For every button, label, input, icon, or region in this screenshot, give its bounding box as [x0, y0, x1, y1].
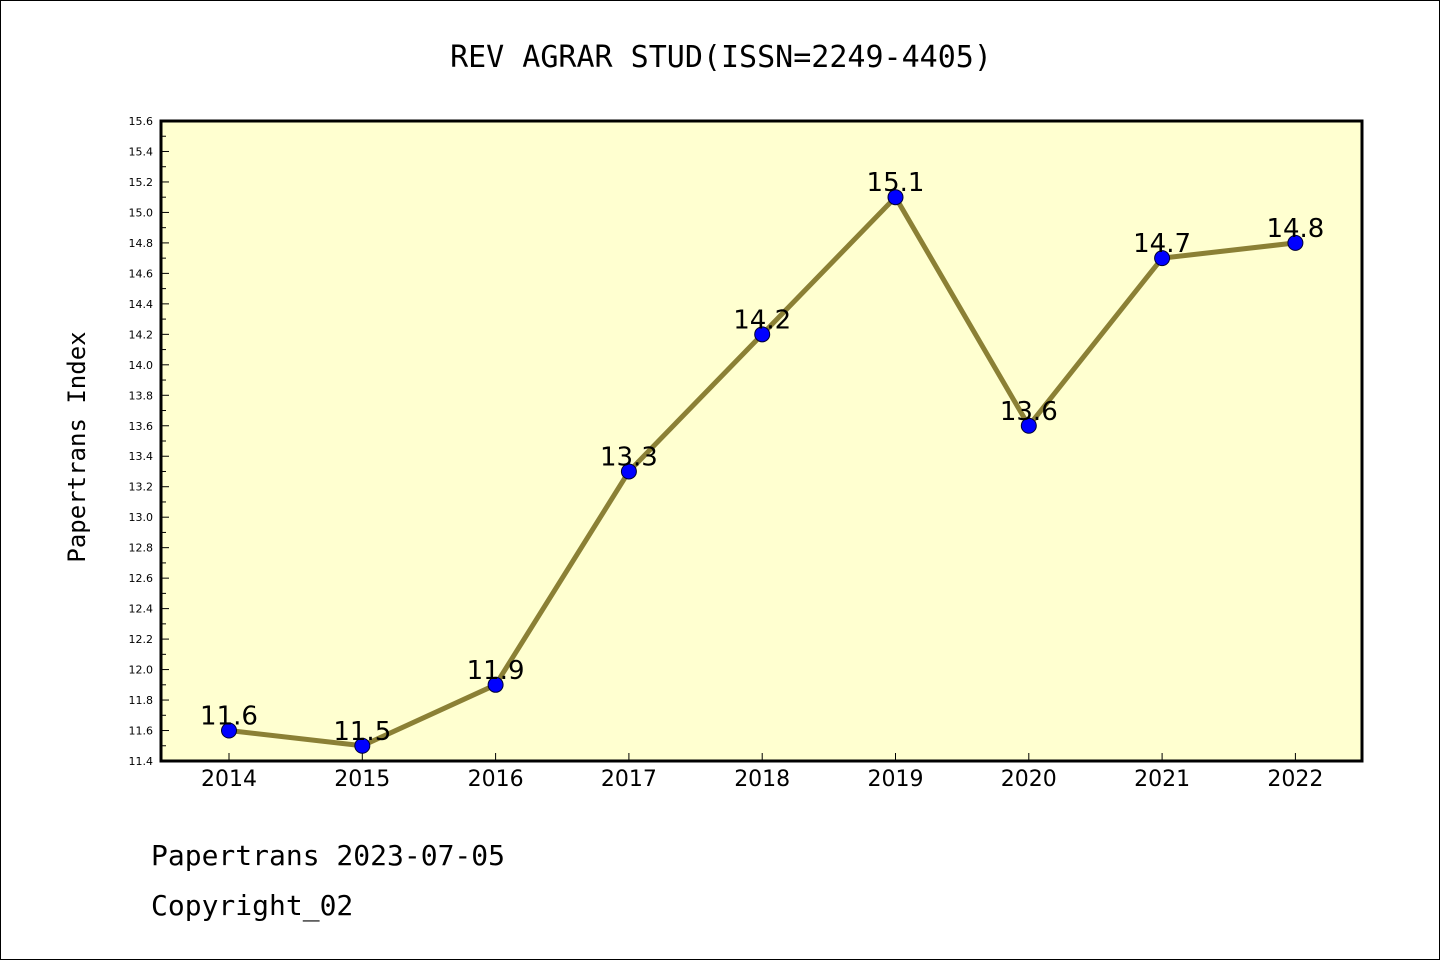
data-point: [487, 676, 504, 693]
data-label: 14.2: [733, 305, 791, 335]
data-label: 11.9: [467, 656, 525, 686]
chart-title: REV AGRAR STUD(ISSN=2249-4405): [450, 40, 992, 75]
data-label: 14.8: [1266, 214, 1324, 244]
y-tick-label: 11.4: [129, 755, 154, 768]
y-tick-label: 13.8: [129, 389, 154, 402]
y-tick-label: 12.6: [129, 572, 154, 585]
data-label: 14.7: [1133, 229, 1191, 259]
data-point: [754, 326, 771, 343]
y-tick-label: 12.2: [129, 633, 154, 646]
x-tick-label: 2018: [734, 767, 790, 792]
data-point: [1154, 250, 1171, 267]
data-point: [1287, 234, 1304, 251]
y-tick-label: 14.8: [129, 237, 154, 250]
x-tick-label: 2017: [601, 767, 657, 792]
data-label: 15.1: [867, 168, 925, 198]
x-tick-label: 2021: [1134, 767, 1190, 792]
data-point: [1020, 417, 1037, 434]
data-label: 13.3: [600, 442, 658, 472]
x-tick-label: 2019: [868, 767, 924, 792]
x-tick-label: 2020: [1001, 767, 1057, 792]
y-tick-label: 12.0: [129, 664, 154, 677]
y-tick-label: 13.0: [129, 511, 154, 524]
y-tick-label: 14.0: [129, 359, 154, 372]
x-tick-label: 2016: [468, 767, 524, 792]
y-tick-label: 15.6: [129, 115, 154, 128]
data-label: 11.6: [200, 702, 258, 732]
data-point: [887, 189, 904, 206]
y-tick-label: 12.4: [129, 603, 154, 616]
x-axis: 2014 2015 2016 2017 2018 2019 2020 2021 2022: [201, 753, 1323, 792]
footer-date: Papertrans 2023-07-05: [151, 839, 505, 872]
data-point: [354, 737, 371, 754]
y-tick-label: 11.6: [129, 725, 154, 738]
y-axis-label: Papertrans Index: [63, 331, 91, 562]
y-tick-label: 13.2: [129, 481, 154, 494]
data-markers: [221, 189, 1304, 754]
y-tick-label: 15.0: [129, 206, 154, 219]
data-labels: 11.6 11.5 11.9 13.3 14.2 15.1 13.6 14.7 14.8: [200, 168, 1324, 747]
x-tick-label: 2014: [201, 767, 257, 792]
y-tick-label: 13.6: [129, 420, 154, 433]
data-point: [221, 722, 237, 739]
y-tick-label: 14.4: [129, 298, 154, 311]
data-label: 13.6: [1000, 397, 1058, 427]
data-point: [620, 463, 637, 480]
footer-copyright: Copyright_02: [151, 889, 353, 923]
y-tick-label: 12.8: [129, 542, 154, 555]
data-label: 11.5: [333, 717, 391, 747]
y-tick-label: 14.6: [129, 267, 154, 280]
y-tick-label: 14.2: [129, 328, 154, 341]
x-tick-label: 2022: [1267, 767, 1323, 792]
plot-area: [159, 119, 1364, 763]
y-tick-label: 15.4: [129, 145, 154, 158]
y-tick-label: 11.8: [129, 694, 154, 707]
x-tick-label: 2015: [334, 767, 390, 792]
y-tick-label: 13.4: [129, 450, 154, 463]
y-axis: 11.4 11.6 11.8 12.0 12.2 12.4 12.6 12.8 13.0 13.2…: [129, 115, 169, 768]
y-tick-label: 15.2: [129, 176, 154, 189]
